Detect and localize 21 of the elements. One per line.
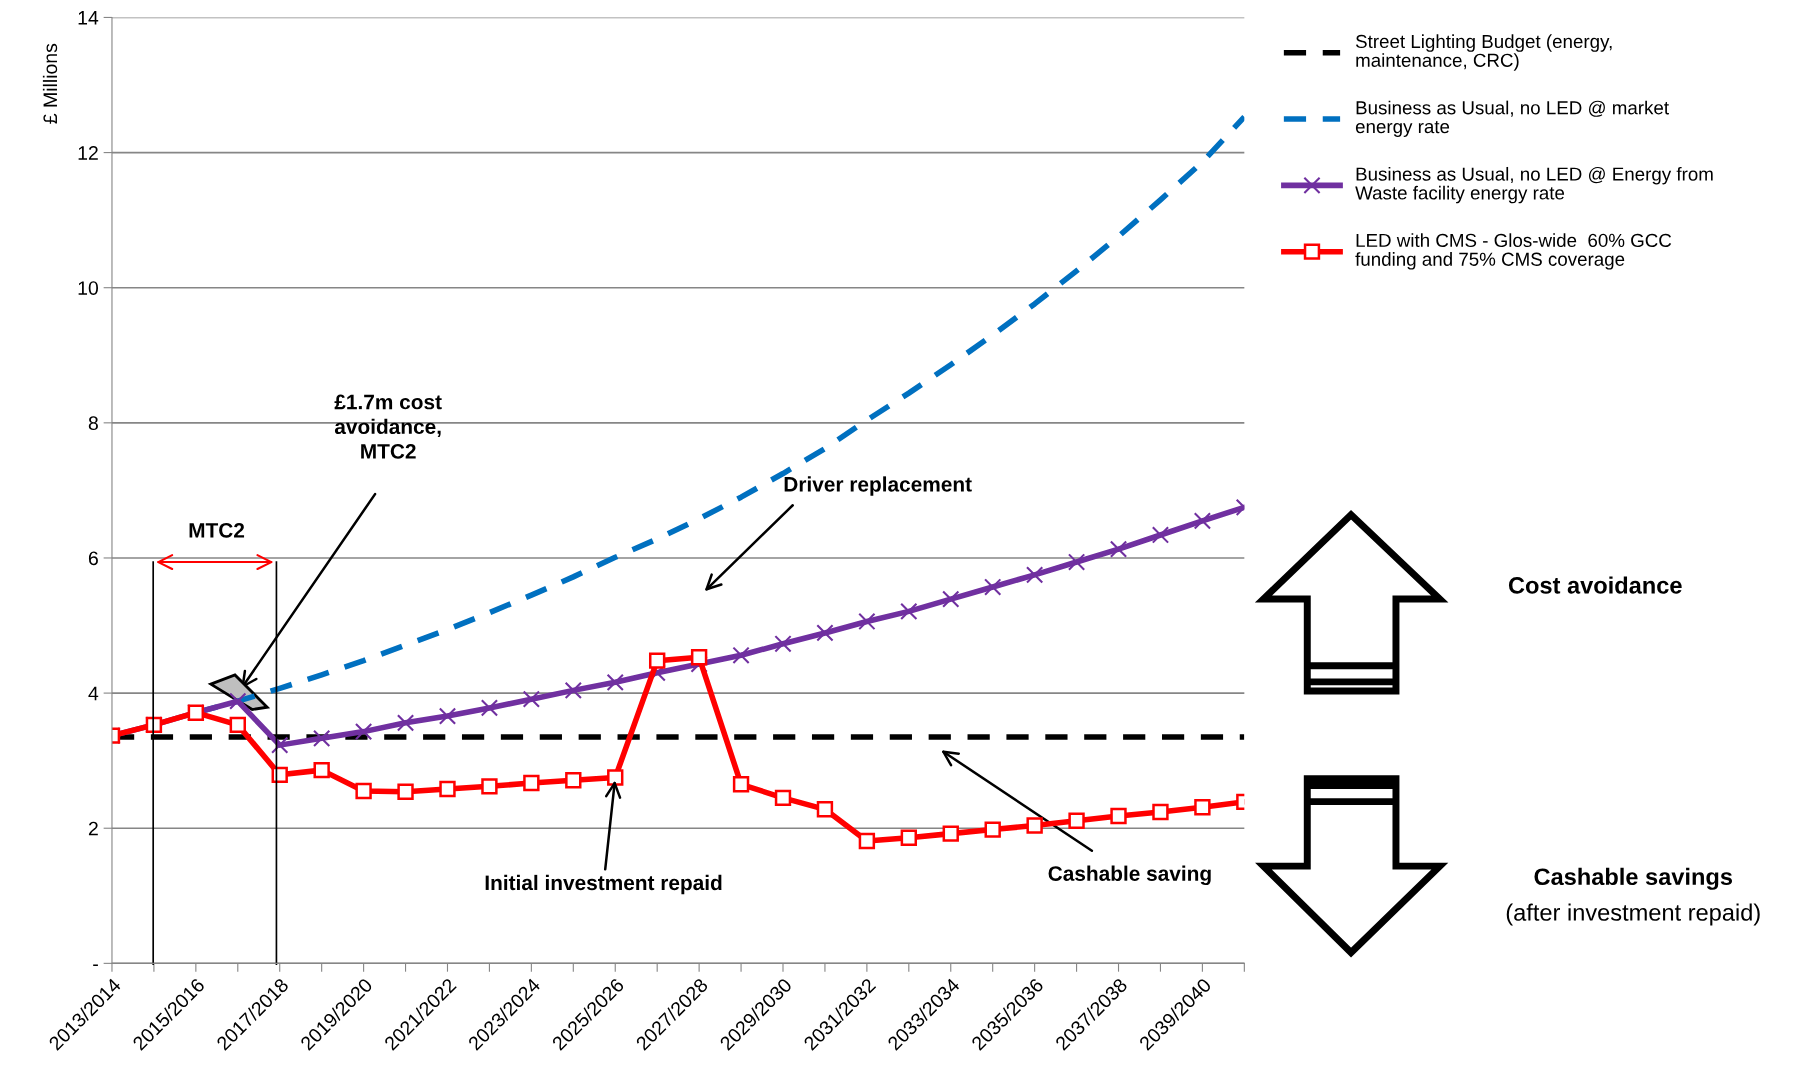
y-tick-label: 4 xyxy=(88,686,99,701)
text: Cost avoidance xyxy=(1508,576,1682,594)
legend-label: LED with CMS - Glos-wide 60% GCC funding and 75% CMS coverage xyxy=(1355,233,1672,270)
legend-label: Business as Usual, no LED @ Energy from Waste facility energy rate xyxy=(1355,166,1713,204)
annotation: Initial investment repaid xyxy=(485,874,722,895)
legend-label: Business as Usual, no LED @ market energy rate xyxy=(1355,100,1669,137)
annotation: MTC2 xyxy=(189,522,245,538)
text: (after investment repaid) xyxy=(1506,903,1760,926)
text: Cashable savings xyxy=(1534,867,1733,890)
y-tick-label: 10 xyxy=(78,281,99,295)
y-tick-label: 8 xyxy=(88,416,98,431)
y-tick-label: 12 xyxy=(78,146,98,160)
y-tick-label: - xyxy=(93,964,98,966)
y-tick-label: 6 xyxy=(88,551,98,566)
y-tick-label: 14 xyxy=(78,11,99,25)
annotation: £1.7m cost avoidance, MTC2 xyxy=(334,394,442,459)
annotation: Driver replacement xyxy=(784,476,972,496)
y-tick-label: 2 xyxy=(88,821,98,836)
legend-label: Street Lighting Budget (energy, maintenance, CRC) xyxy=(1355,34,1612,71)
annotation: Cashable saving xyxy=(1048,865,1211,886)
y-axis-title: £ Millions xyxy=(42,43,58,124)
